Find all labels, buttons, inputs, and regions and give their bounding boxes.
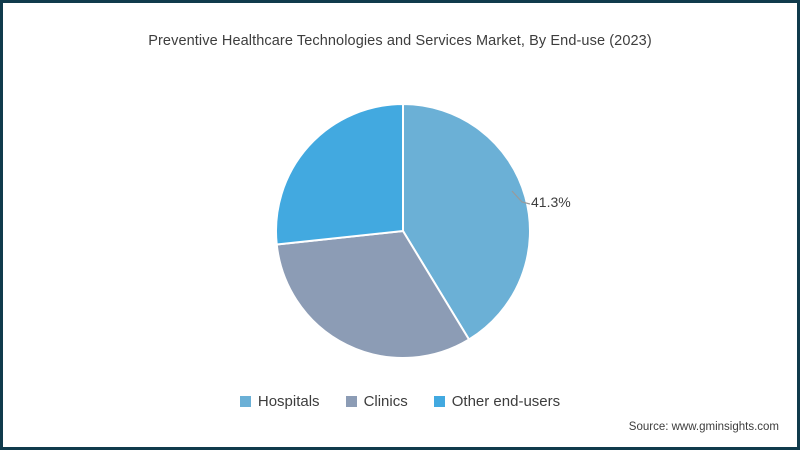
data-label-hospitals: 41.3% [531,194,571,210]
pie-chart: 41.3% [3,3,800,453]
legend-label-clinics: Clinics [363,393,408,410]
legend-item-clinics[interactable]: Clinics [345,393,408,410]
page-title: Preventive Healthcare Technologies and S… [148,33,652,49]
legend-label-other-end-users: Other end-users [451,393,561,410]
legend-swatch-icon-clinics [345,396,357,407]
legend-swatch-icon-hospitals [239,396,251,407]
pie-slice-clinics[interactable] [275,229,471,359]
legend-label-hospitals: Hospitals [257,393,320,410]
legend-swatch-icon-other-end-users [433,396,445,407]
legend-item-hospitals[interactable]: Hospitals [239,393,320,410]
legend-item-other-end-users[interactable]: Other end-users [433,393,561,410]
chart-legend: Hospitals Clinics Other end-users [3,393,797,410]
pie-slice-hospitals[interactable] [402,102,531,341]
pie-slice-other-end-users[interactable] [275,102,404,246]
data-label-leader-line [511,190,531,205]
source-note: Source: www.gminsights.com [628,421,779,433]
pie-chart-svg [275,102,531,359]
